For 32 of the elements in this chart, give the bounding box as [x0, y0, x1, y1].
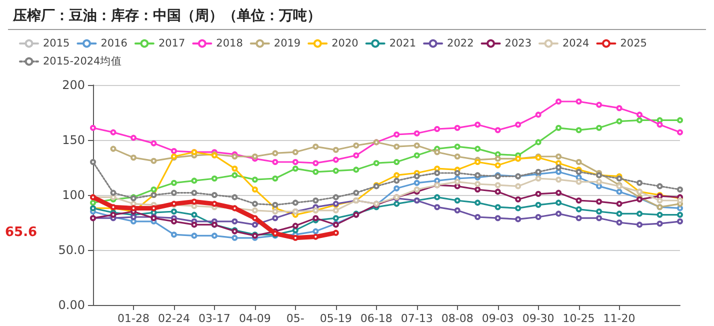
legend-label: 2015: [43, 38, 70, 50]
x-tick-label: 08-08: [441, 312, 474, 325]
legend-label: 2015-2024均值: [43, 56, 122, 68]
y-tick-label: 150: [62, 133, 85, 147]
x-tick-label: 03-17: [198, 312, 230, 325]
legend-label: 2022: [447, 38, 474, 50]
legend-label: 2025: [620, 38, 647, 50]
y-tick-label: 200: [62, 78, 85, 92]
legend-label: 2023: [504, 38, 532, 50]
y-tick-label: 0.00: [58, 298, 85, 312]
legend-label: 2016: [100, 38, 128, 50]
chart-title: 压榨厂：豆油：库存：中国（周）（单位：万吨）: [12, 7, 321, 24]
x-tick-label: 09-03: [482, 312, 514, 325]
x-tick-label: 05-19: [320, 312, 352, 325]
x-tick-label: 01-28: [118, 312, 150, 325]
y-tick-label: 50.0: [58, 243, 85, 257]
x-tick-label: 04-09: [238, 312, 271, 325]
x-tick-label: 10-25: [562, 312, 595, 325]
legend-label: 2017: [158, 38, 186, 50]
x-tick-label: 07-13: [400, 312, 433, 325]
legend-label: 2019: [274, 38, 301, 50]
x-tick-label: 09-30: [522, 312, 554, 325]
x-tick-label: 05-: [286, 312, 304, 325]
x-tick-label: 02-24: [158, 312, 190, 325]
x-tick-label: 11-20: [603, 312, 636, 325]
legend-label: 2020: [332, 38, 358, 50]
legend-label: 2024: [562, 38, 590, 50]
y-tick-label: 100: [62, 188, 85, 202]
x-tick-label: 06-18: [360, 312, 392, 325]
legend-label: 2018: [216, 38, 243, 50]
text: 65.6: [5, 224, 38, 240]
legend-label: 2021: [389, 38, 416, 50]
